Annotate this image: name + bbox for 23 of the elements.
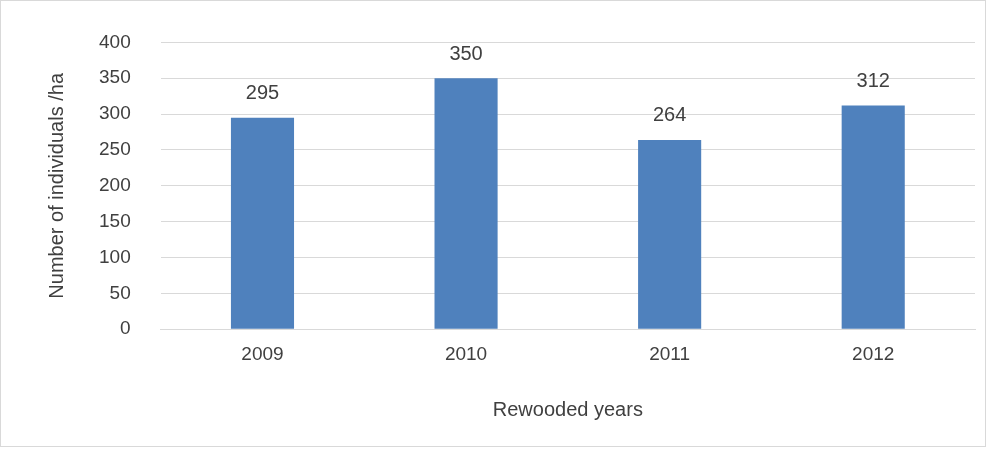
data-label: 350	[449, 41, 483, 64]
x-tick-label: 2011	[649, 342, 691, 364]
x-tick-label: 2012	[852, 342, 895, 364]
y-tick-label: 350	[99, 66, 131, 88]
x-axis-title: Rewooded years	[492, 397, 643, 420]
data-label: 295	[245, 81, 280, 104]
y-tick-label: 250	[99, 138, 131, 160]
bar	[230, 117, 295, 329]
y-tick-label: 400	[99, 30, 131, 52]
bar	[638, 139, 702, 329]
y-tick-label: 300	[99, 102, 131, 124]
y-tick-label: 50	[109, 281, 131, 303]
y-tick-label: 0	[120, 317, 131, 339]
bar	[841, 105, 905, 329]
y-tick-label: 100	[99, 245, 131, 267]
x-tick-label: 2009	[241, 342, 284, 364]
y-axis-title: Number of individuals /ha	[44, 72, 67, 299]
y-tick-label: 150	[99, 209, 131, 231]
bar	[434, 78, 498, 329]
y-tick-label: 200	[99, 174, 131, 196]
x-tick-label: 2010	[444, 342, 488, 364]
data-label: 264	[652, 103, 687, 126]
data-label: 312	[856, 69, 890, 92]
